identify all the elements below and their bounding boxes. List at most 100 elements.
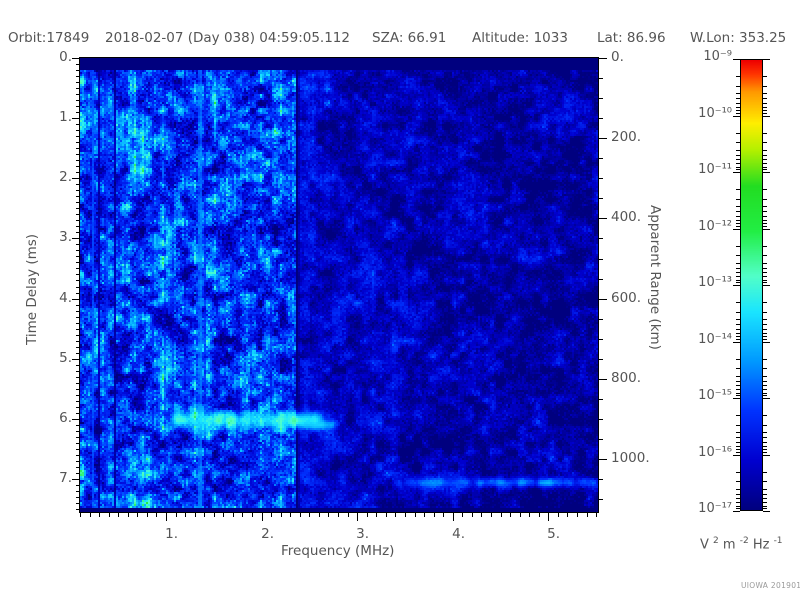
colorbar-tick-minor	[763, 110, 767, 111]
tick-minor-freq	[90, 512, 91, 517]
colorbar-tick-minor	[736, 255, 740, 256]
tick-minor-time	[76, 383, 80, 384]
tick-minor-time	[76, 413, 80, 414]
tick-minor-freq	[242, 512, 243, 517]
colorbar-tick-minor	[736, 282, 740, 283]
tick-minor-time	[76, 172, 80, 173]
colorbar-tick-minor	[736, 155, 740, 156]
colorbar-tick-minor	[736, 432, 740, 433]
colorbar-tick-2	[733, 172, 740, 173]
colorbar-tick-minor	[763, 359, 767, 360]
tick-minor-time	[76, 311, 80, 312]
tick-minor-freq	[348, 512, 349, 517]
colorbar-tick-minor	[736, 76, 740, 77]
tick-minor-time	[76, 112, 80, 113]
colorbar-tick-minor	[736, 449, 740, 450]
tick-minor-freq	[462, 512, 463, 517]
colorbar-tick-minor	[736, 385, 740, 386]
colorbar-tick-minor	[763, 272, 767, 273]
colorbar-tick-minor	[736, 437, 740, 438]
header-field-0: Orbit:17849	[8, 30, 90, 46]
tick-minor-time	[76, 467, 80, 468]
tick-minor-time	[76, 94, 80, 95]
tick-minor-time	[76, 395, 80, 396]
tick-major-freq-0	[166, 512, 167, 521]
tick-minor-time	[76, 244, 80, 245]
tick-minor-time	[76, 196, 80, 197]
tick-minor-freq	[233, 512, 234, 517]
spectrogram-plot-area[interactable]	[80, 58, 598, 512]
colorbar-tick-minor	[736, 98, 740, 99]
colorbar-tick-r-4	[763, 285, 770, 286]
colorbar-tick-minor	[763, 159, 767, 160]
tick-minor-time	[76, 184, 80, 185]
watermark: UIOWA 20190103	[741, 581, 800, 590]
tick-minor-time	[76, 407, 80, 408]
colorbar-tick-minor	[736, 206, 740, 207]
tick-minor-freq	[539, 512, 540, 517]
tick-minor-freq	[271, 512, 272, 517]
tick-minor-time	[76, 148, 80, 149]
colorbar-tick-minor	[763, 133, 767, 134]
tick-minor-time	[76, 280, 80, 281]
tick-minor-freq	[395, 512, 396, 517]
tick-major-time-3	[72, 238, 80, 239]
tick-minor-time	[76, 190, 80, 191]
tick-minor-range	[598, 359, 603, 360]
tick-minor-freq	[319, 512, 320, 517]
header-field-3: Altitude: 1033	[472, 30, 568, 46]
colorbar-tick-minor	[736, 163, 740, 164]
colorbar-tick-7	[733, 455, 740, 456]
colorbar-tick-r-3	[763, 229, 770, 230]
colorbar-tick-minor	[736, 393, 740, 394]
colorbar-tick-minor	[763, 142, 767, 143]
tick-minor-time	[76, 377, 80, 378]
colorbar-tick-minor	[736, 452, 740, 453]
colorbar-tick-minor	[763, 489, 767, 490]
tick-major-freq-2	[357, 512, 358, 521]
tick-minor-freq	[223, 512, 224, 517]
tick-minor-time	[76, 166, 80, 167]
colorbar-tick-minor	[736, 220, 740, 221]
tick-minor-time	[76, 443, 80, 444]
spectrogram-canvas[interactable]	[80, 58, 598, 512]
tick-minor-time	[76, 142, 80, 143]
tick-minor-freq	[300, 512, 301, 517]
tick-minor-time	[76, 220, 80, 221]
tick-minor-range	[598, 158, 603, 159]
colorbar-tick-minor	[763, 302, 767, 303]
colorbar-tick-minor	[736, 142, 740, 143]
tick-label-range-2: 400.	[611, 209, 642, 225]
tick-minor-freq	[405, 512, 406, 517]
tick-minor-time	[76, 293, 80, 294]
colorbar-tick-minor	[763, 481, 767, 482]
colorbar-tick-minor	[736, 319, 740, 320]
colorbar-tick-minor	[763, 276, 767, 277]
tick-minor-range	[598, 439, 603, 440]
colorbar-tick-minor	[763, 333, 767, 334]
colorbar-tick-minor	[763, 508, 767, 509]
colorbar-tick-minor	[736, 415, 740, 416]
tick-minor-time	[76, 389, 80, 390]
colorbar-tick-r-2	[763, 172, 770, 173]
colorbar-tick-minor	[736, 150, 740, 151]
colorbar-tick-minor	[763, 368, 767, 369]
tick-label-time-4: 4.	[59, 290, 72, 306]
tick-minor-freq	[281, 512, 282, 517]
y-axis-title: Time Delay (ms)	[24, 233, 40, 345]
tick-major-range-3	[598, 299, 607, 300]
tick-minor-time	[76, 208, 80, 209]
tick-major-range-2	[598, 218, 607, 219]
colorbar-tick-minor	[763, 150, 767, 151]
tick-label-range-4: 800.	[611, 370, 642, 386]
tick-minor-time	[76, 106, 80, 107]
colorbar[interactable]	[740, 59, 763, 511]
tick-minor-range	[598, 118, 603, 119]
colorbar-tick-minor	[736, 169, 740, 170]
colorbar-tick-minor	[736, 359, 740, 360]
colorbar-tick-1	[733, 116, 740, 117]
colorbar-tick-minor	[736, 312, 740, 313]
tick-minor-time	[76, 88, 80, 89]
tick-minor-range	[598, 399, 603, 400]
x-axis-title: Frequency (MHz)	[281, 543, 395, 559]
